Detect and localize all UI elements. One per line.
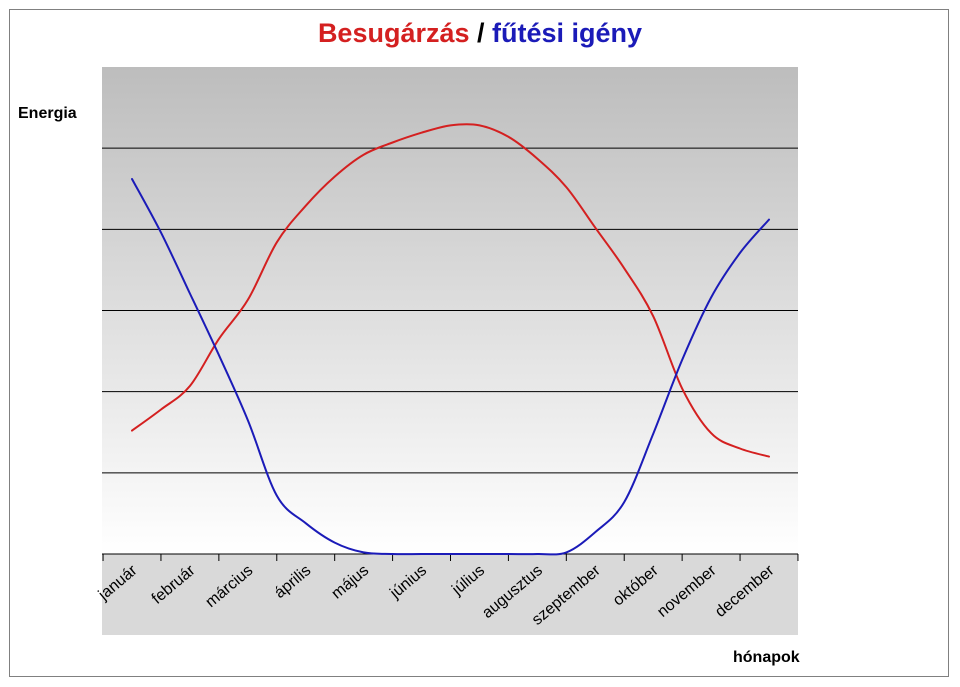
series-group (131, 123, 770, 556)
chart-title: Besugárzás / fűtési igény (0, 18, 960, 49)
gridlines (102, 147, 798, 474)
chart-frame (9, 9, 949, 677)
title-part-heating-demand: fűtési igény (492, 18, 643, 48)
x-axis-ticks (102, 554, 799, 561)
series-line-2 (131, 178, 770, 556)
title-part-irradiation: Besugárzás (317, 18, 470, 48)
title-separator: / (469, 18, 493, 48)
x-axis-label: hónapok (733, 649, 800, 666)
y-axis-label: Energia (18, 105, 77, 122)
series-line-1 (131, 123, 770, 458)
category-axis-band (102, 554, 798, 635)
